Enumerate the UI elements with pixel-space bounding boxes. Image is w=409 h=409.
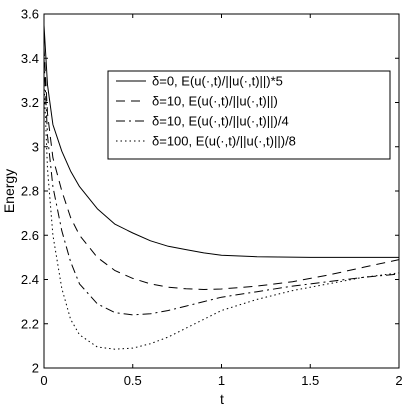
legend-label-3: δ=10, E(u(·,t)/||u(·,t)||)/4 [152,114,289,129]
y-tick-label: 3.4 [21,51,39,66]
legend-label-2: δ=10, E(u(·,t)/||u(·,t)||) [152,94,278,109]
y-axis-label: Energy [1,169,17,213]
x-tick-label: 0 [40,373,47,388]
x-tick-label: 1.5 [301,373,319,388]
x-tick-label: 1 [218,373,225,388]
series-lines [43,25,400,350]
y-tick-label: 2.6 [21,228,39,243]
y-tick-label: 3.2 [21,95,39,110]
x-tick-label: 2 [395,373,402,388]
x-axis-ticks: 0 0.5 1 1.5 2 [40,14,403,388]
series-line-4 [43,80,400,350]
y-tick-label: 2.2 [21,316,39,331]
plot-area [43,13,400,369]
y-tick-label: 3.6 [21,7,39,22]
x-tick-label: 0.5 [124,373,142,388]
legend-label-4: δ=100, E(u(·,t)/||u(·,t)||)/8 [152,134,296,149]
legend-box [107,70,391,160]
y-axis-ticks: 2 2.2 2.4 2.6 2.8 3 3.2 3.4 3.6 [21,7,399,376]
y-tick-label: 3 [32,139,39,154]
y-tick-label: 2.8 [21,184,39,199]
y-tick-label: 2 [32,361,39,376]
series-line-3 [43,58,400,316]
x-axis-label: t [220,391,224,407]
series-line-2 [43,47,400,290]
legend-label-1: δ=0, E(u(·,t)/||u(·,t)||)*5 [152,74,283,89]
legend: δ=0, E(u(·,t)/||u(·,t)||)*5 δ=10, E(u(·,t… [107,70,391,160]
series-line-1 [43,25,399,258]
y-tick-label: 2.4 [21,272,39,287]
